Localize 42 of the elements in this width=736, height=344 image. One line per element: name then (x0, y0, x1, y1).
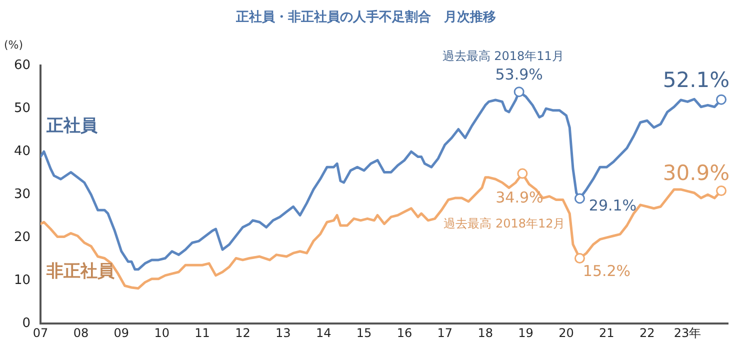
x-tick-label: 11 (194, 326, 210, 340)
x-tick-label: 12 (235, 326, 250, 340)
annotation: 34.9% (496, 188, 544, 206)
chart-title: 正社員・非正社員の人手不足割合 月次推移 (235, 9, 496, 26)
point (716, 185, 727, 196)
x-tick-label: 22 (639, 326, 655, 340)
annotation: 29.1% (588, 196, 637, 214)
point (514, 86, 524, 98)
series-label: 正社員 (46, 116, 99, 136)
y-tick-label: 30 (14, 186, 31, 202)
x-tick-label: 15 (356, 326, 372, 340)
x-tick-label: 21 (599, 326, 614, 340)
annotation: 15.2% (582, 262, 631, 280)
x-tick-label: 23年 (674, 326, 702, 340)
y-tick-label: 10 (14, 272, 31, 288)
point (574, 193, 585, 204)
y-tick-label: 60 (14, 58, 31, 73)
annotation: 過去最高 2018年11月 (442, 48, 564, 63)
annotation: 過去最高 2018年12月 (444, 216, 566, 231)
x-tick-label: 19 (518, 326, 534, 340)
point (716, 94, 727, 105)
series-label: 非正社員 (46, 261, 116, 282)
y-tick-label: 40 (14, 144, 31, 159)
x-tick-label: 20 (558, 326, 574, 340)
y-tick-label: 50 (14, 100, 31, 116)
annotation: 52.1% (662, 68, 730, 92)
x-tick-label: 10 (154, 326, 170, 340)
x-tick-label: 08 (73, 326, 89, 340)
x-tick-label: 09 (114, 326, 130, 340)
x-tick-label: 16 (396, 326, 412, 340)
x-tick-label: 14 (316, 326, 332, 340)
x-tick-label: 13 (276, 326, 291, 340)
y-axis-title: (%) (4, 38, 24, 52)
y-tick-label: 0 (22, 316, 31, 331)
point (517, 168, 528, 179)
x-tick-label: 07 (32, 326, 48, 340)
point (574, 252, 585, 264)
x-tick-label: 18 (478, 326, 494, 340)
x-tick-label: 17 (437, 326, 453, 340)
annotation: 30.9% (662, 161, 730, 186)
y-tick-label: 20 (14, 230, 31, 245)
annotation: 53.9% (495, 66, 543, 84)
